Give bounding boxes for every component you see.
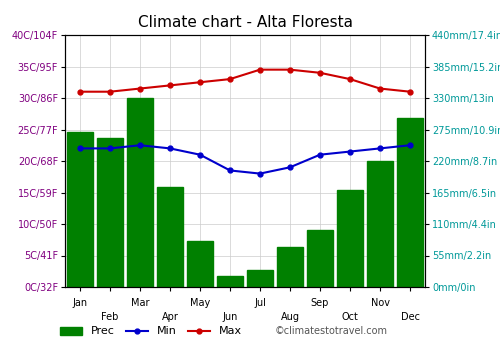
Text: Sep: Sep	[311, 298, 329, 308]
Text: Mar: Mar	[131, 298, 149, 308]
Bar	[97, 138, 123, 287]
Text: ©climatestotravel.com: ©climatestotravel.com	[275, 326, 388, 336]
Text: Feb: Feb	[102, 312, 118, 322]
Bar	[367, 161, 393, 287]
Text: May: May	[190, 298, 210, 308]
Text: Nov: Nov	[370, 298, 390, 308]
Title: Climate chart - Alta Floresta: Climate chart - Alta Floresta	[138, 15, 352, 30]
Bar	[397, 118, 423, 287]
Text: Aug: Aug	[280, 312, 299, 322]
Bar	[307, 230, 333, 287]
Bar	[157, 187, 183, 287]
Text: Dec: Dec	[400, 312, 419, 322]
Bar	[217, 275, 243, 287]
Bar	[277, 247, 303, 287]
Text: Jun: Jun	[222, 312, 238, 322]
Text: Jul: Jul	[254, 298, 266, 308]
Bar	[337, 190, 363, 287]
Bar	[67, 132, 93, 287]
Text: Oct: Oct	[342, 312, 358, 322]
Bar	[187, 241, 213, 287]
Text: Apr: Apr	[162, 312, 178, 322]
Text: Jan: Jan	[72, 298, 88, 308]
Bar	[247, 270, 273, 287]
Legend: Prec, Min, Max: Prec, Min, Max	[56, 322, 247, 341]
Bar	[127, 98, 153, 287]
